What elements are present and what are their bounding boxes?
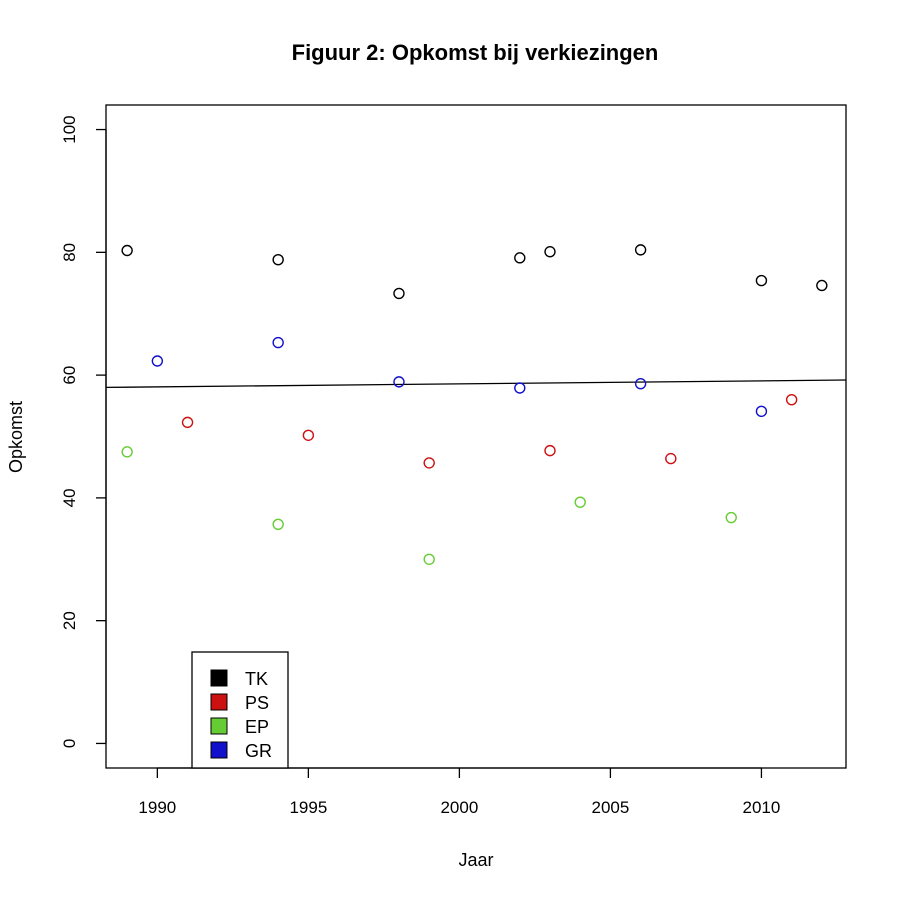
point-gr (755, 405, 768, 418)
point-gr (514, 382, 526, 394)
x-tick-label: 2000 (440, 798, 478, 817)
legend-label-ep: EP (245, 717, 269, 737)
point-ps (544, 444, 556, 457)
x-tick-label: 2010 (743, 798, 781, 817)
point-tk (393, 287, 405, 300)
y-tick-label: 100 (60, 115, 79, 143)
legend-swatch-tk (210, 669, 228, 687)
legend-swatch-gr (210, 741, 228, 759)
trend-line-layer (105, 379, 847, 389)
legend: TK PS EP GR (191, 651, 289, 769)
legend-swatch-ep (210, 717, 228, 735)
point-tk (634, 244, 647, 256)
x-tick-label: 2005 (591, 798, 629, 817)
y-tick-label: 60 (60, 366, 79, 385)
y-tick-label: 40 (60, 488, 79, 507)
point-gr (393, 376, 405, 388)
point-ep (574, 496, 586, 508)
trend-line (105, 379, 847, 389)
point-ps (665, 452, 677, 465)
point-tk (544, 246, 556, 258)
x-tick-label: 1990 (138, 798, 176, 817)
y-axis-label: Opkomst (6, 401, 26, 473)
point-tk (514, 252, 526, 264)
x-axis: 1990 1995 2000 2005 2010 (138, 767, 781, 817)
point-ps (785, 393, 798, 406)
point-gr (634, 378, 647, 390)
y-axis: 0 20 40 60 80 100 (60, 115, 107, 748)
point-gr (272, 336, 284, 349)
point-ep (272, 518, 284, 530)
legend-label-gr: GR (245, 741, 272, 761)
legend-label-tk: TK (245, 669, 268, 689)
point-ps (181, 416, 194, 429)
point-ep (423, 553, 435, 565)
y-tick-label: 80 (60, 243, 79, 262)
chart-title: Figuur 2: Opkomst bij verkiezingen (292, 40, 659, 65)
point-gr (151, 355, 164, 367)
y-tick-label: 0 (60, 739, 79, 748)
point-tk (272, 254, 284, 266)
point-tk (755, 274, 768, 287)
x-axis-label: Jaar (458, 850, 493, 870)
point-ps (302, 429, 315, 441)
point-ep (121, 446, 133, 458)
point-ps (423, 457, 435, 469)
x-tick-label: 1995 (289, 798, 327, 817)
data-points (121, 244, 828, 565)
point-tk (816, 279, 828, 292)
point-tk (121, 244, 133, 257)
y-tick-label: 20 (60, 611, 79, 630)
legend-swatch-ps (210, 693, 228, 711)
point-ep (725, 511, 737, 524)
legend-box (191, 651, 289, 769)
legend-label-ps: PS (245, 693, 269, 713)
